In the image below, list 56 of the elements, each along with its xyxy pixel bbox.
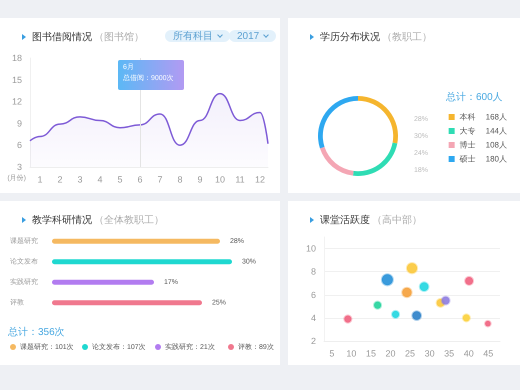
x-tick-label: 10 <box>214 174 226 184</box>
bar <box>52 238 220 244</box>
legend-label: 本科 <box>460 112 476 122</box>
x-tick-label: 40 <box>464 348 474 358</box>
x-tick-label: 20 <box>385 348 396 358</box>
x-tick-label: 35 <box>444 348 454 358</box>
data-label: 180人 <box>486 154 508 164</box>
y-tick-label: 8 <box>310 266 316 277</box>
chart-subtitle: （全体教职工） <box>94 214 164 227</box>
chart-subtitle: （高中部） <box>372 214 422 227</box>
x-tick-label: 5 <box>117 174 123 184</box>
x-tick-label: 4 <box>97 174 103 184</box>
y-tick-label: 18 <box>12 53 22 63</box>
y-tick-label: 6 <box>16 140 22 150</box>
x-tick-label: 6 <box>137 174 143 184</box>
text: 2017 <box>237 30 260 42</box>
x-tick-label: 10 <box>346 348 356 358</box>
text: 所有科目 <box>173 30 213 43</box>
chart-title: 教学科研情况 <box>32 214 92 227</box>
y-tick-label: 9 <box>16 118 22 128</box>
y-tick-label: 2 <box>310 336 316 346</box>
data-label: 108人 <box>486 140 508 150</box>
x-tick-label: 7 <box>157 174 163 184</box>
data-label: 168人 <box>486 112 508 122</box>
x-tick-label: 5 <box>329 348 334 358</box>
text: 总计：600人 <box>446 90 503 104</box>
x-tick-label: 15 <box>366 348 376 358</box>
bar <box>52 280 154 285</box>
legend-label: 硕士 <box>458 154 476 164</box>
chart-title: 图书借阅情况 <box>32 30 92 44</box>
x-tick-label: 45 <box>483 348 494 358</box>
chart-subtitle: （教职工） <box>382 31 432 44</box>
y-tick-label: 15 <box>12 74 22 85</box>
y-tick-label: 3 <box>16 162 22 172</box>
y-tick-label: 10 <box>306 244 316 254</box>
y-tick-label: 12 <box>12 96 22 107</box>
bar <box>52 300 202 306</box>
legend-label: 博士 <box>460 140 476 150</box>
chart-subtitle: （图书馆） <box>94 30 144 44</box>
bar <box>52 259 232 264</box>
x-tick-label: 2 <box>57 174 63 184</box>
x-tick-label: 3 <box>77 174 83 184</box>
data-label: 144人 <box>486 126 508 136</box>
x-tick-label: 9 <box>197 174 203 184</box>
x-tick-label: 25 <box>405 348 416 358</box>
y-tick-label: 4 <box>310 312 316 323</box>
x-tick-label: 1 <box>37 174 43 184</box>
y-tick-label: 6 <box>310 290 316 300</box>
x-tick-label: 30 <box>424 348 435 358</box>
legend-label: 大专 <box>460 126 476 136</box>
chart-title: 课堂活跃度 <box>320 214 370 227</box>
chart-title: 学历分布状况 <box>320 30 380 44</box>
x-tick-label: 12 <box>254 174 266 184</box>
x-tick-label: 11 <box>235 174 245 184</box>
x-tick-label: 8 <box>177 174 183 184</box>
text: 总计：356次 <box>8 326 65 339</box>
